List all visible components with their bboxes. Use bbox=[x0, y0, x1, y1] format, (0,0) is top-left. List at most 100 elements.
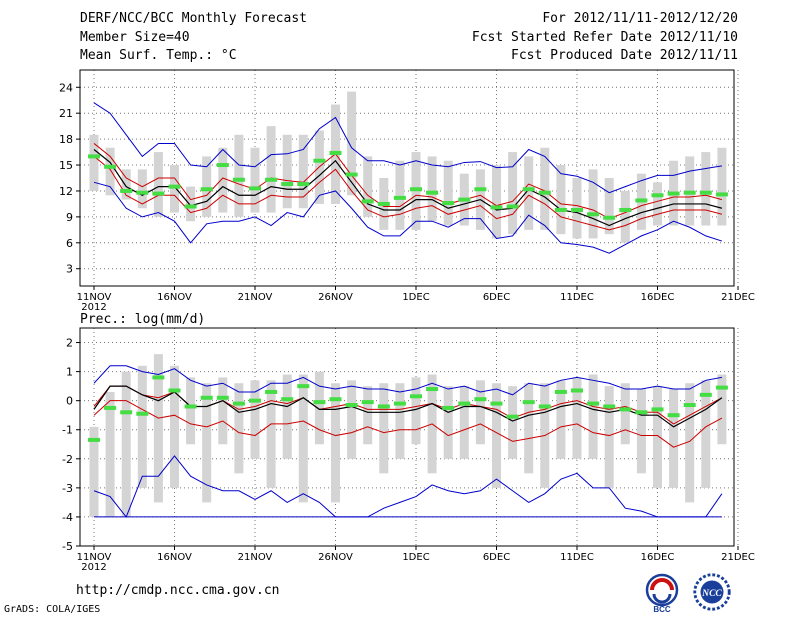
ensemble-box bbox=[604, 178, 614, 235]
observed-marker bbox=[474, 397, 487, 402]
observed-marker bbox=[538, 404, 551, 409]
observed-marker bbox=[329, 397, 342, 402]
x-tick-label: 21DEC bbox=[721, 292, 755, 303]
plot-frame bbox=[79, 69, 735, 287]
y-tick-label: 3 bbox=[66, 263, 73, 276]
observed-marker bbox=[281, 397, 294, 402]
ensemble-box bbox=[492, 383, 501, 488]
observed-marker bbox=[554, 389, 567, 394]
observed-marker bbox=[345, 403, 358, 408]
ensemble-box bbox=[524, 156, 534, 230]
bcc-logo-text: BCC bbox=[653, 605, 671, 614]
observed-marker bbox=[361, 199, 374, 204]
series-line-ensemble-max bbox=[93, 365, 722, 396]
ensemble-box bbox=[89, 134, 99, 191]
observed-marker bbox=[313, 158, 326, 163]
ensemble-box bbox=[121, 169, 131, 200]
observed-marker bbox=[329, 150, 342, 155]
ensemble-box bbox=[202, 383, 212, 503]
observed-marker bbox=[587, 401, 600, 406]
observed-marker bbox=[104, 405, 117, 410]
ensemble-box bbox=[475, 380, 485, 445]
ensemble-box bbox=[363, 386, 373, 445]
ensemble-box bbox=[363, 156, 373, 217]
observed-marker bbox=[426, 190, 439, 195]
observed-marker bbox=[522, 187, 535, 192]
observed-marker bbox=[458, 197, 471, 202]
ensemble-box bbox=[572, 377, 582, 459]
ensemble-box bbox=[89, 426, 99, 517]
observed-marker bbox=[136, 411, 149, 416]
observed-marker bbox=[715, 192, 728, 197]
x-tick-label: 11NOV bbox=[77, 552, 112, 563]
observed-marker bbox=[715, 385, 728, 390]
observed-marker bbox=[635, 410, 648, 415]
observed-marker bbox=[442, 405, 455, 410]
ensemble-box bbox=[298, 374, 308, 503]
x-tick-label: 21DEC bbox=[721, 552, 755, 563]
ensemble-box bbox=[186, 186, 196, 222]
observed-marker bbox=[442, 201, 455, 206]
footer-url[interactable]: http://cmdp.ncc.cma.gov.cn bbox=[76, 583, 280, 598]
x-tick-label: 16NOV bbox=[157, 292, 192, 303]
y-tick-label: -1 bbox=[62, 424, 73, 437]
ensemble-box bbox=[266, 126, 276, 213]
observed-marker bbox=[265, 389, 278, 394]
y-tick-label: -5 bbox=[62, 540, 73, 553]
observed-marker bbox=[216, 395, 229, 400]
observed-marker bbox=[426, 387, 439, 392]
ensemble-box bbox=[137, 365, 147, 488]
observed-marker bbox=[152, 375, 165, 380]
bcc-logo: BCC bbox=[645, 573, 679, 614]
member-size: Member Size=40 bbox=[80, 30, 190, 45]
ensemble-box bbox=[669, 389, 679, 488]
ensemble-box bbox=[121, 371, 131, 517]
y-tick-label: 9 bbox=[66, 211, 73, 224]
ensemble-box bbox=[250, 380, 260, 459]
observed-marker bbox=[249, 186, 261, 191]
observed-marker bbox=[522, 400, 535, 405]
ensemble-box bbox=[556, 380, 566, 459]
observed-marker bbox=[281, 182, 294, 187]
observed-marker bbox=[619, 407, 632, 412]
ensemble-box bbox=[620, 383, 630, 445]
observed-marker bbox=[683, 403, 696, 408]
plot-frame bbox=[79, 327, 735, 547]
observed-marker bbox=[474, 187, 487, 192]
ncc-logo: NCC bbox=[693, 573, 731, 611]
observed-marker bbox=[490, 401, 503, 406]
observed-marker bbox=[104, 164, 117, 169]
ensemble-box bbox=[105, 147, 115, 196]
ensemble-box bbox=[314, 371, 324, 445]
series-line-ensemble-mean bbox=[93, 385, 723, 428]
observed-marker bbox=[683, 190, 696, 195]
observed-marker bbox=[506, 204, 519, 209]
ensemble-box bbox=[282, 374, 292, 459]
x-tick-label: 26NOV bbox=[318, 292, 353, 303]
observed-marker bbox=[184, 204, 197, 209]
y-tick-label: 2 bbox=[66, 337, 73, 350]
x-tick-label: 21NOV bbox=[238, 292, 273, 303]
observed-marker bbox=[152, 191, 165, 196]
ensemble-box bbox=[395, 160, 405, 230]
observed-marker bbox=[265, 177, 278, 182]
x-tick-label: 16DEC bbox=[641, 552, 675, 563]
x-tick-label: 21NOV bbox=[238, 552, 273, 563]
observed-marker bbox=[603, 215, 616, 220]
ensemble-box bbox=[250, 147, 260, 213]
ensemble-box bbox=[701, 380, 711, 488]
observed-marker bbox=[587, 212, 600, 217]
x-tick-label: 6DEC bbox=[483, 552, 510, 563]
ensemble-box bbox=[234, 383, 244, 474]
ensemble-box bbox=[717, 374, 727, 445]
ensemble-box bbox=[588, 169, 598, 239]
observed-marker bbox=[410, 394, 422, 399]
ensemble-box bbox=[604, 386, 614, 488]
fcst-produced-date: Fcst Produced Date 2012/11/11 bbox=[511, 48, 738, 63]
x-tick-label: 11DEC bbox=[560, 292, 594, 303]
observed-marker bbox=[168, 388, 181, 393]
ensemble-box bbox=[701, 152, 711, 226]
observed-marker bbox=[603, 404, 616, 409]
ncc-logo-text: NCC bbox=[701, 588, 722, 599]
observed-marker bbox=[361, 400, 374, 405]
